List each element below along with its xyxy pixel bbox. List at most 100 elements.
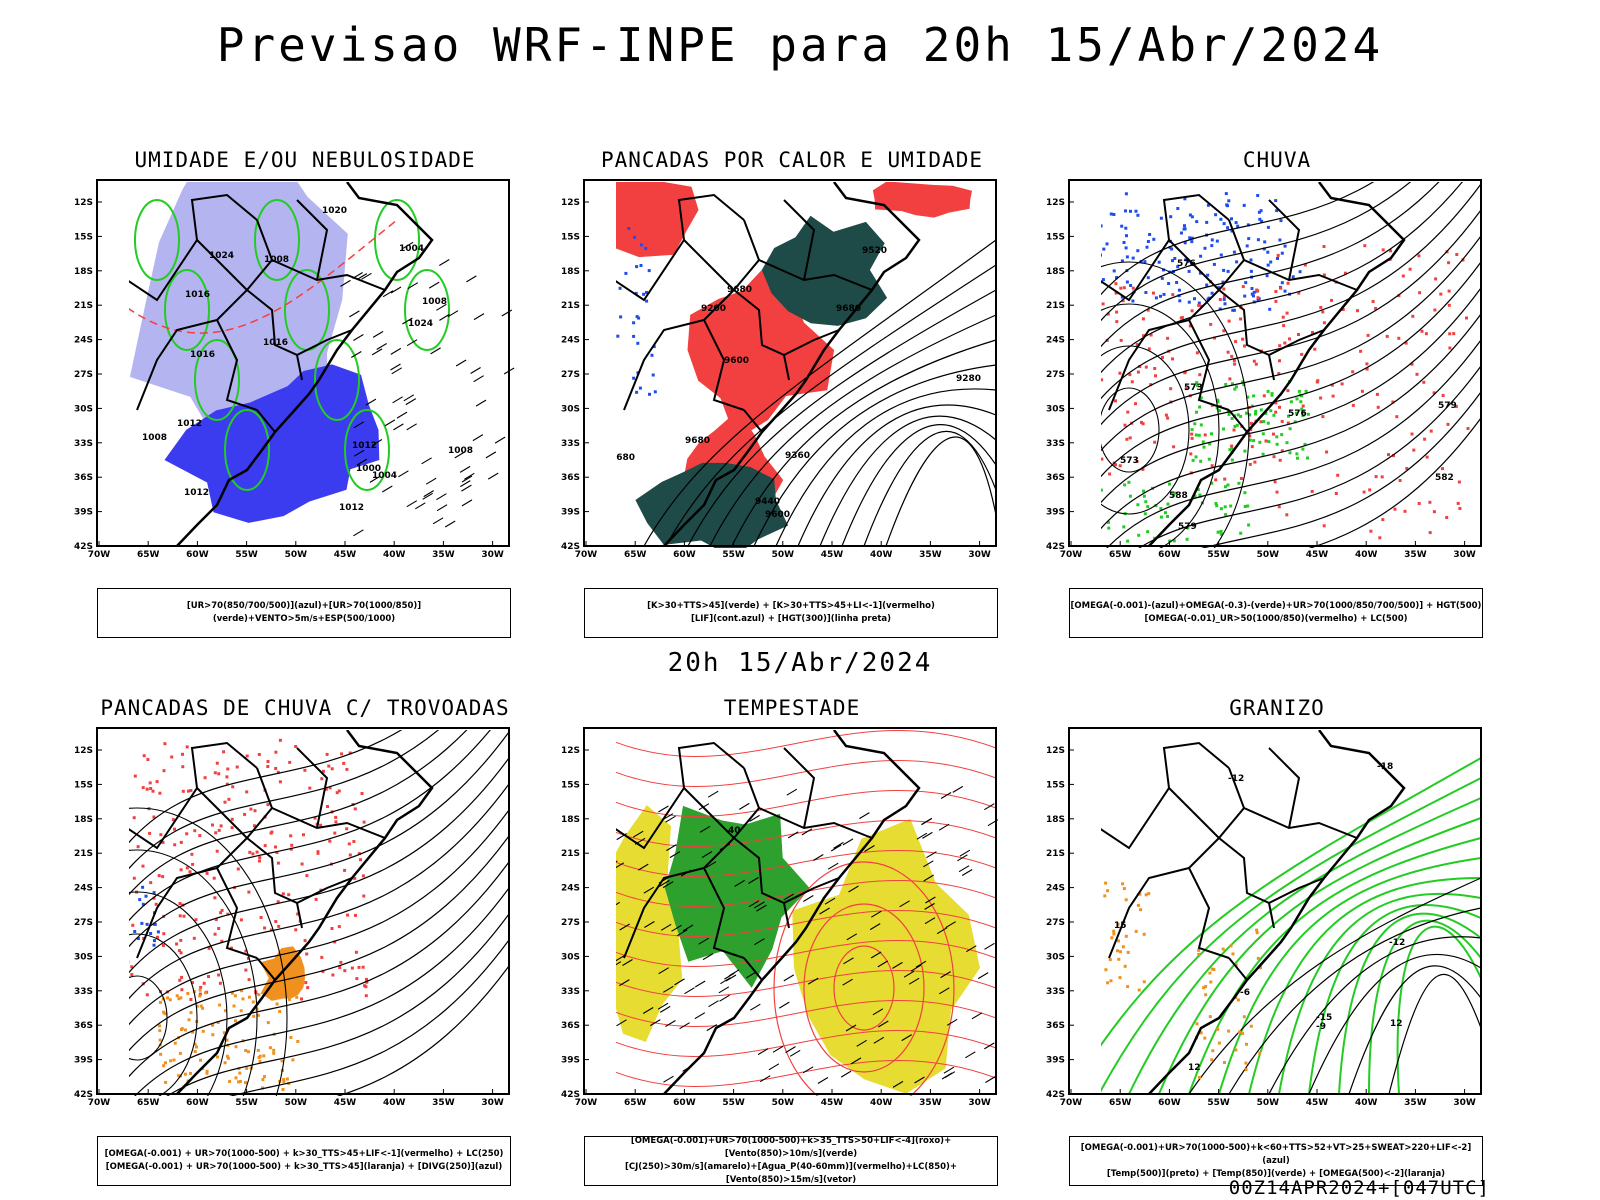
speck (328, 839, 332, 843)
wind-vector (892, 1080, 904, 1088)
speck (287, 997, 291, 1001)
speck (1397, 336, 1401, 340)
speck (1403, 509, 1407, 513)
wind-vector (616, 1019, 627, 1027)
speck (1232, 308, 1236, 312)
speck (239, 1009, 243, 1013)
wind-vector (588, 962, 598, 968)
speck (158, 1000, 162, 1004)
speck (1226, 226, 1230, 230)
speck (647, 269, 651, 273)
speck (1166, 515, 1169, 518)
temp500-contour (1308, 953, 1482, 1095)
lat-label: 21S (1046, 849, 1065, 859)
speck (1122, 525, 1126, 529)
thickness-contour (129, 219, 398, 334)
speck (1120, 259, 1124, 263)
speck (201, 1006, 205, 1010)
speck (1280, 449, 1284, 453)
speck (613, 270, 616, 273)
speck (1301, 404, 1305, 408)
wind-vector (494, 436, 506, 444)
speck (170, 755, 174, 759)
wind-vector (746, 971, 757, 979)
speck (278, 780, 282, 784)
lat-label: 27S (561, 370, 580, 380)
speck (295, 995, 299, 999)
speck (217, 828, 221, 832)
speck (1380, 475, 1384, 479)
speck (1280, 281, 1284, 285)
wind-vector (391, 367, 402, 375)
speck (1228, 377, 1232, 381)
country-border (1268, 877, 1325, 904)
speck (1418, 291, 1422, 295)
speck (1422, 380, 1426, 384)
speck (1207, 457, 1211, 461)
speck (1108, 958, 1112, 962)
contour-label: 1016 (263, 338, 288, 348)
speck (1262, 247, 1266, 251)
speck (1166, 336, 1170, 340)
country-border (783, 747, 816, 829)
speck (1090, 400, 1093, 403)
speck (1090, 998, 1093, 1001)
wind-vector (351, 351, 362, 358)
speck (169, 1059, 173, 1063)
speck (189, 789, 193, 792)
speck (1412, 448, 1416, 452)
speck (236, 867, 240, 871)
speck (1297, 291, 1301, 295)
speck (1112, 929, 1116, 933)
wind-vector (372, 330, 384, 338)
panel-chuva: CHUVA 573 576 582 579 588 573 576 579 12S 15S 18S 2… (1037, 148, 1517, 648)
wind-vector (461, 484, 472, 492)
streamline (1101, 183, 1482, 400)
red-contour (616, 999, 997, 1028)
country-border (743, 409, 763, 433)
contour-label: 12 (1390, 1019, 1403, 1029)
lon-label: 30W (968, 550, 991, 560)
speck (1247, 523, 1251, 527)
speck (1248, 438, 1252, 442)
speck (354, 913, 357, 917)
speck (1219, 507, 1223, 511)
speck (1272, 432, 1275, 436)
speck (1252, 394, 1256, 398)
speck (225, 1038, 229, 1042)
temp850-contour (1101, 757, 1482, 1047)
map-frame (583, 179, 997, 547)
speck (1082, 525, 1085, 528)
speck (1116, 949, 1119, 953)
speck (1231, 308, 1235, 312)
speck (1455, 253, 1459, 256)
temp500-contour (1268, 936, 1482, 1095)
speck (1101, 278, 1105, 282)
speck (178, 902, 182, 905)
wind-vector (748, 877, 759, 884)
speck (199, 1004, 203, 1008)
lon-label: 50W (772, 1098, 795, 1108)
speck (1428, 531, 1432, 535)
speck (1203, 1036, 1207, 1040)
wind-vector (944, 1071, 956, 1079)
lat-label: 21S (74, 301, 93, 311)
speck (303, 768, 307, 772)
speck (364, 985, 368, 989)
speck (198, 992, 202, 996)
wind-vector (957, 854, 968, 862)
speck (1218, 307, 1222, 311)
speck (304, 981, 308, 985)
speck (261, 1078, 265, 1082)
wind-vector (924, 902, 935, 910)
speck (178, 914, 182, 918)
speck (1447, 289, 1451, 293)
speck (244, 949, 248, 953)
speck (179, 840, 183, 844)
speck (278, 1010, 282, 1013)
lat-label: 15S (74, 780, 93, 790)
speck (1186, 526, 1190, 530)
country-border (129, 741, 258, 850)
